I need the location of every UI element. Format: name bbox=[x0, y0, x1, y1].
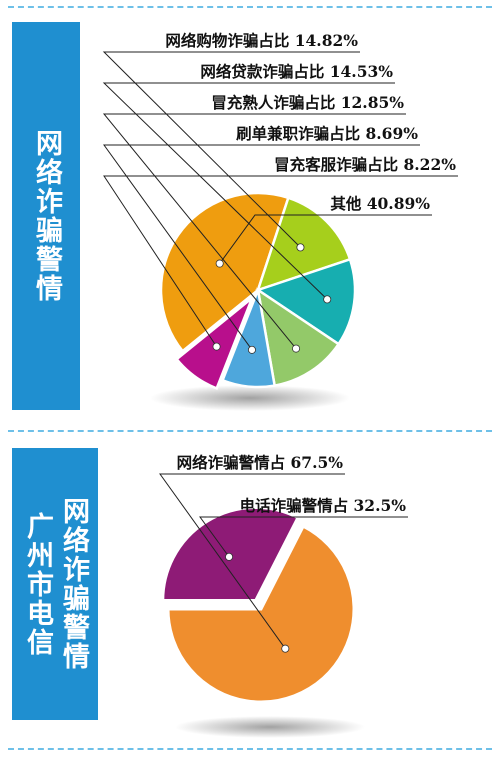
panel2-title-left-column: 广州市电信 bbox=[22, 511, 53, 657]
slice-label: 冒充熟人诈骗占比 12.85% bbox=[211, 93, 404, 112]
fraud-type-pie-chart: 网络购物诈骗占比 14.82% 网络贷款诈骗占比 14.53% 冒充熟人诈骗占比 1… bbox=[102, 31, 458, 411]
top-divider bbox=[8, 6, 492, 8]
telecom-network-pie-chart: 网络诈骗警情占 67.5% 电话诈骗警情占 32.5% bbox=[159, 453, 408, 738]
pie-slice bbox=[255, 257, 357, 346]
middle-divider bbox=[8, 430, 492, 432]
panel2-title-box: 广州市电信 网络诈骗警情 bbox=[12, 448, 98, 720]
slice-label: 其他 40.89% bbox=[330, 194, 430, 213]
panel1-title-box: 网络诈骗警情 bbox=[12, 22, 80, 410]
leader-line bbox=[199, 516, 408, 558]
leader-line bbox=[102, 51, 360, 248]
leader-dot bbox=[212, 342, 221, 351]
leader-dot bbox=[225, 552, 234, 561]
slice-label: 网络贷款诈骗占比 14.53% bbox=[200, 62, 393, 81]
slice-label: 冒充客服诈骗占比 8.22% bbox=[274, 155, 456, 174]
panel1-title: 网络诈骗警情 bbox=[31, 129, 62, 303]
leader-line bbox=[102, 82, 395, 300]
leader-dot bbox=[292, 344, 301, 353]
bottom-divider bbox=[8, 748, 492, 750]
pie-shadow bbox=[175, 716, 365, 738]
leader-line bbox=[103, 144, 420, 351]
slice-label: 网络诈骗警情占 67.5% bbox=[177, 453, 344, 472]
slice-label: 网络购物诈骗占比 14.82% bbox=[165, 31, 358, 50]
pie-slice bbox=[220, 285, 277, 389]
leader-line bbox=[219, 214, 432, 264]
leader-dot bbox=[323, 295, 332, 304]
pie-slice bbox=[256, 287, 341, 388]
leader-line bbox=[102, 113, 406, 349]
pie-shadow bbox=[150, 385, 350, 411]
leader-dot bbox=[281, 644, 290, 653]
leader-dot bbox=[215, 259, 224, 268]
slice-label: 刷单兼职诈骗占比 8.69% bbox=[236, 124, 418, 143]
leader-line bbox=[103, 175, 458, 347]
leader-dot bbox=[247, 345, 256, 354]
panel2-title-right-column: 网络诈骗警情 bbox=[58, 497, 89, 671]
slice-label: 电话诈骗警情占 32.5% bbox=[240, 496, 407, 515]
leader-dot bbox=[296, 243, 305, 252]
leader-line bbox=[159, 473, 345, 649]
